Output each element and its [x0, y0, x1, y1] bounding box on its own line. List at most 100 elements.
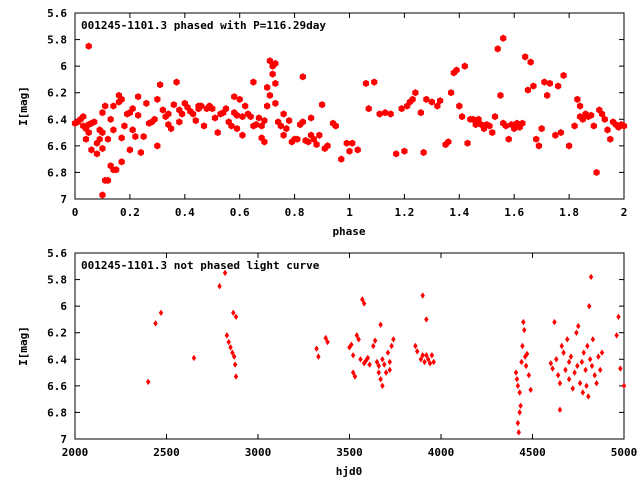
data-point: [387, 110, 394, 118]
data-point: [358, 356, 363, 363]
data-point: [415, 348, 420, 355]
data-point: [409, 95, 416, 103]
data-point: [233, 313, 239, 320]
data-point: [502, 122, 510, 130]
x-tick-label: 1: [346, 206, 353, 219]
data-point: [577, 380, 583, 387]
data-point: [365, 354, 370, 362]
y-tick-label: 7: [60, 433, 67, 446]
data-point: [217, 283, 222, 290]
data-point: [566, 358, 572, 366]
data-point: [132, 132, 139, 141]
data-point: [393, 150, 400, 158]
data-point: [239, 113, 246, 121]
data-point: [107, 115, 114, 123]
chart-title: 001245-1101.3 not phased light curve: [81, 259, 320, 272]
data-point: [299, 118, 306, 126]
data-point: [571, 122, 578, 130]
data-point: [154, 95, 161, 103]
data-point: [604, 126, 611, 134]
data-point: [620, 122, 628, 130]
x-axis-label: hjd0: [336, 465, 363, 478]
data-point: [228, 344, 233, 351]
data-point: [434, 102, 441, 110]
data-point: [313, 140, 320, 149]
data-point: [427, 360, 433, 367]
data-point: [516, 429, 521, 436]
data-point: [277, 122, 284, 130]
data-point: [85, 128, 92, 137]
data-point: [233, 111, 241, 119]
data-point: [587, 302, 592, 310]
y-tick-label: 5.8: [47, 34, 67, 47]
data-point: [422, 358, 427, 366]
data-point: [420, 292, 425, 299]
data-point: [233, 373, 239, 380]
data-point: [383, 369, 389, 376]
data-point: [137, 148, 144, 157]
data-point: [338, 155, 345, 163]
data-point: [579, 115, 586, 123]
data-point: [559, 342, 564, 350]
data-point: [519, 358, 524, 366]
data-point: [324, 142, 331, 150]
data-point: [533, 135, 540, 143]
x-tick-label: 1.2: [394, 206, 414, 219]
data-point: [387, 366, 392, 374]
data-point: [236, 95, 243, 103]
data-point: [424, 352, 429, 359]
data-point: [519, 119, 526, 127]
data-point: [264, 83, 271, 91]
data-point: [401, 147, 408, 155]
data-point: [475, 115, 482, 123]
x-tick-label: 3500: [336, 446, 363, 459]
data-point: [371, 342, 376, 350]
y-tick-labels: 5.6 5.8 6 6.2 6.4 6.6 6.8 7: [47, 247, 67, 446]
data-point: [232, 353, 237, 360]
data-point: [261, 117, 268, 125]
data-point: [154, 142, 161, 150]
data-point: [593, 168, 600, 177]
data-point: [588, 273, 594, 281]
data-point: [233, 124, 241, 133]
data-point: [239, 131, 246, 139]
data-point: [429, 352, 435, 359]
data-point: [527, 58, 534, 66]
data-point: [511, 124, 518, 133]
data-point: [535, 142, 543, 150]
data-point: [294, 135, 301, 143]
data-point: [378, 321, 383, 328]
data-point: [425, 356, 431, 363]
data-point: [522, 326, 527, 334]
data-point: [228, 122, 235, 130]
data-point: [458, 113, 466, 121]
data-point: [372, 337, 378, 344]
data-point: [299, 73, 306, 81]
data-point: [113, 166, 120, 174]
data-point: [586, 393, 591, 400]
data-point: [598, 366, 603, 374]
data-point: [614, 332, 619, 339]
data-point: [424, 316, 429, 323]
data-point: [530, 82, 537, 90]
data-point: [192, 117, 199, 125]
data-point: [110, 126, 117, 134]
data-point: [616, 313, 621, 320]
data-point: [176, 118, 183, 126]
data-point: [85, 42, 92, 50]
data-point: [354, 146, 361, 154]
data-point: [621, 382, 627, 390]
data-point: [242, 102, 249, 110]
data-point: [310, 135, 317, 143]
x-tick-label: 0: [72, 206, 79, 219]
y-tick-label: 5.8: [47, 274, 67, 287]
data-point: [565, 142, 573, 150]
y-tick-label: 6: [60, 300, 67, 313]
data-point: [579, 358, 585, 366]
y-tick-label: 6.6: [47, 140, 67, 153]
data-point: [156, 81, 164, 89]
data-point: [513, 369, 519, 376]
data-point: [222, 269, 228, 277]
data-point: [258, 122, 265, 130]
x-tick-label: 1.4: [449, 206, 469, 219]
